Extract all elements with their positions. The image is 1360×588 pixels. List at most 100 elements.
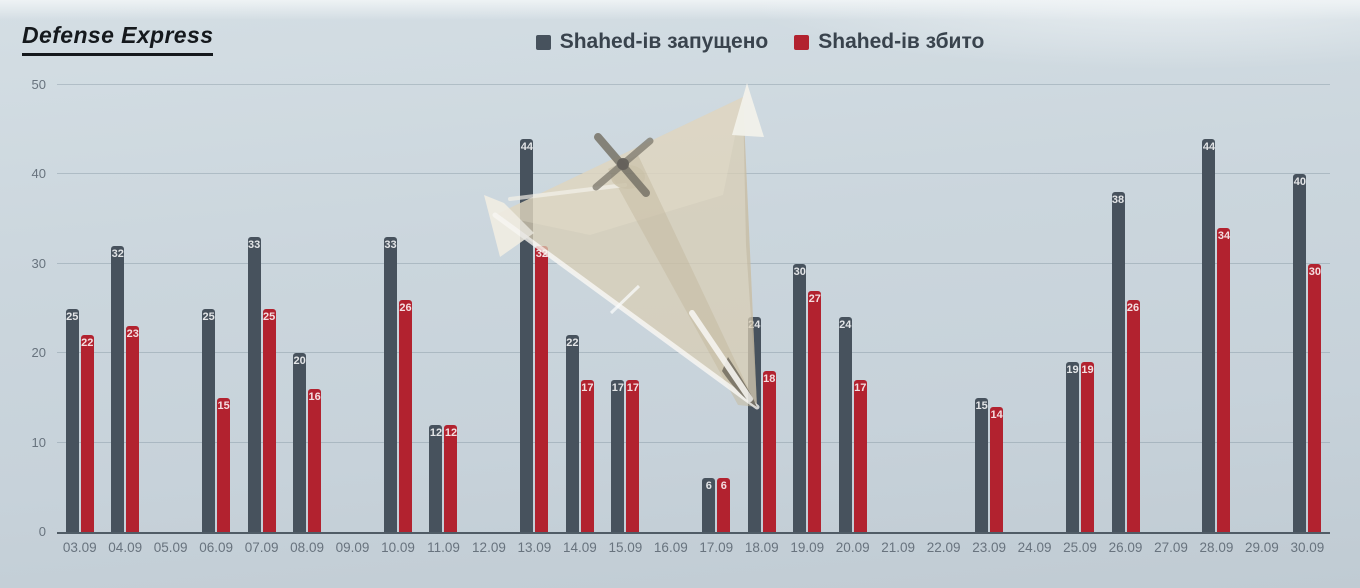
category-column — [921, 85, 966, 532]
category-column: 19 19 — [1057, 85, 1102, 532]
category-column: 22 17 — [557, 85, 602, 532]
bar-value-label: 25 — [66, 310, 79, 323]
legend-swatch-icon — [794, 34, 810, 50]
x-tick-label: 14.09 — [562, 540, 597, 555]
bar-value-label: 20 — [293, 355, 306, 368]
bar-shot: 26 — [399, 299, 413, 532]
bar-shot: 12 — [444, 424, 458, 532]
bar-value-label: 40 — [1293, 176, 1307, 189]
bar-value-label: 19 — [1081, 364, 1094, 377]
category-column: 30 27 — [785, 85, 830, 532]
category-column — [148, 85, 193, 532]
bar-shot: 32 — [535, 245, 549, 532]
x-tick-label: 04.09 — [108, 540, 143, 555]
bar-shot: 15 — [217, 397, 231, 532]
bar-launched: 32 — [111, 245, 125, 532]
bar-value-label: 18 — [763, 373, 776, 386]
bar-value-label: 25 — [262, 310, 276, 323]
category-column: 40 30 — [1285, 85, 1330, 532]
bar-shot: 17 — [853, 380, 867, 532]
y-tick-label: 0 — [38, 524, 46, 539]
bar-launched: 20 — [293, 353, 307, 532]
bar-value-label: 44 — [520, 140, 534, 153]
bar-launched: 15 — [975, 397, 989, 532]
bar-value-label: 33 — [384, 238, 397, 251]
x-tick-label: 10.09 — [381, 540, 415, 555]
x-tick-label: 12.09 — [472, 540, 506, 555]
bar-shot: 18 — [762, 371, 776, 532]
category-column: 33 25 — [239, 85, 284, 532]
category-column — [1012, 85, 1057, 532]
bar-value-label: 17 — [854, 382, 867, 395]
bar-shot: 26 — [1126, 299, 1140, 532]
category-column: 44 32 — [512, 85, 557, 532]
x-tick-label: 28.09 — [1199, 540, 1234, 555]
bar-value-label: 23 — [126, 328, 139, 341]
bar-launched: 33 — [384, 236, 398, 532]
legend-swatch-icon — [535, 34, 551, 50]
bar-value-label: 19 — [1066, 364, 1079, 377]
x-tick-label: 08.09 — [290, 540, 324, 555]
bar-shot: 23 — [126, 326, 140, 532]
bar-launched: 25 — [202, 308, 216, 532]
bar-value-label: 16 — [308, 390, 321, 403]
x-tick-label: 06.09 — [199, 540, 234, 555]
x-tick-label: 23.09 — [972, 540, 1006, 555]
bar-launched: 25 — [65, 308, 79, 532]
x-tick-label: 05.09 — [153, 540, 188, 555]
bar-value-label: 32 — [535, 247, 549, 260]
bar-launched: 40 — [1293, 174, 1307, 532]
x-tick-label: 07.09 — [244, 540, 279, 555]
bar-value-label: 26 — [399, 301, 412, 314]
bar-value-label: 24 — [748, 319, 761, 332]
bar-value-label: 6 — [720, 480, 727, 493]
category-column: 24 17 — [830, 85, 875, 532]
category-column — [875, 85, 920, 532]
bar-value-label: 17 — [581, 382, 594, 395]
chart-legend: Shahed-ів запущено Shahed-ів збито — [80, 30, 1360, 54]
category-column: 15 14 — [966, 85, 1011, 532]
bar-launched: 44 — [1202, 138, 1216, 532]
x-axis: 03.09 04.09 05.09 06.09 07.09 08.09 09.09 10.09… — [57, 540, 1330, 555]
bar-launched: 19 — [1066, 362, 1080, 532]
bar-shot: 14 — [990, 406, 1004, 532]
x-tick-label: 21.09 — [881, 540, 916, 555]
bar-shot: 22 — [80, 335, 94, 532]
bar-value-label: 34 — [1217, 230, 1231, 243]
category-column: 32 23 — [102, 85, 147, 532]
category-column: 25 22 — [57, 85, 102, 532]
y-tick-label: 40 — [31, 166, 46, 182]
x-tick-label: 15.09 — [608, 540, 643, 555]
bar-value-label: 26 — [1126, 301, 1140, 314]
x-tick-label: 13.09 — [517, 540, 552, 555]
category-column: 38 26 — [1103, 85, 1148, 532]
bar-value-label: 30 — [793, 265, 806, 278]
bar-chart: 25 22 32 23 25 15 33 25 20 16 33 26 12 12 44 32 22 17 17 17… — [57, 84, 1330, 534]
bar-launched: 22 — [565, 335, 579, 532]
y-tick-label: 30 — [31, 255, 46, 271]
category-column: 24 18 — [739, 85, 784, 532]
x-tick-label: 20.09 — [835, 540, 870, 555]
bar-launched: 38 — [1111, 192, 1125, 532]
category-column — [648, 85, 693, 532]
x-tick-label: 19.09 — [790, 540, 825, 555]
category-column: 44 34 — [1194, 85, 1239, 532]
x-tick-label: 29.09 — [1245, 540, 1279, 555]
legend-item: Shahed-ів запущено — [535, 30, 768, 54]
y-axis: 0 10 20 30 40 50 — [0, 77, 46, 539]
bar-value-label: 17 — [626, 382, 639, 395]
bar-value-label: 30 — [1308, 265, 1322, 278]
x-tick-label: 17.09 — [699, 540, 734, 555]
bar-value-label: 6 — [705, 480, 712, 493]
bar-value-label: 14 — [990, 408, 1003, 421]
category-column — [1239, 85, 1284, 532]
bar-value-label: 24 — [839, 319, 852, 332]
category-column — [330, 85, 375, 532]
plot-area: 25 22 32 23 25 15 33 25 20 16 33 26 12 12 44 32 22 17 17 17… — [57, 84, 1330, 534]
bar-value-label: 15 — [975, 399, 988, 412]
bar-value-label: 38 — [1111, 194, 1125, 207]
bar-value-label: 44 — [1202, 140, 1216, 153]
bar-launched: 17 — [611, 380, 625, 532]
bar-value-label: 25 — [202, 310, 215, 323]
